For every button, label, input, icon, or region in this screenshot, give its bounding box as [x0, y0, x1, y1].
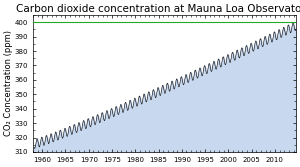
Title: Carbon dioxide concentration at Mauna Loa Observatory: Carbon dioxide concentration at Mauna Lo… [16, 4, 300, 14]
Y-axis label: CO₂ Concentration (ppm): CO₂ Concentration (ppm) [4, 30, 13, 136]
